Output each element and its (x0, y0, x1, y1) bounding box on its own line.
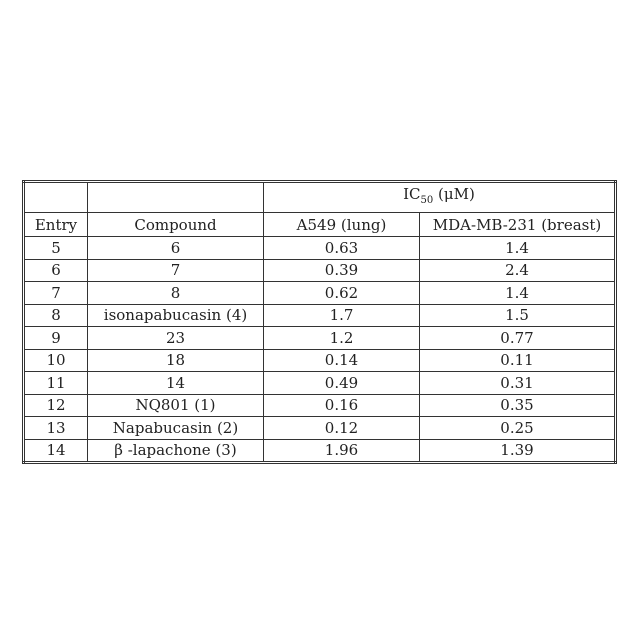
mda-cell: 1.5 (420, 304, 616, 327)
table-row: 780.621.4 (24, 282, 616, 305)
entry-cell: 13 (24, 417, 88, 440)
table-row: 14β -lapachone (3)1.961.39 (24, 439, 616, 463)
table-row: 13Napabucasin (2)0.120.25 (24, 417, 616, 440)
a549-cell: 0.63 (264, 237, 420, 260)
a549-cell: 0.62 (264, 282, 420, 305)
compound-cell: 18 (88, 349, 264, 372)
mda-cell: 0.31 (420, 372, 616, 395)
entry-cell: 9 (24, 327, 88, 350)
compound-cell: 8 (88, 282, 264, 305)
table-row: 11140.490.31 (24, 372, 616, 395)
table-row: 560.631.4 (24, 237, 616, 260)
a549-cell: 0.49 (264, 372, 420, 395)
a549-cell: 1.2 (264, 327, 420, 350)
entry-cell: 8 (24, 304, 88, 327)
ic50-label: IC (403, 185, 420, 203)
ic50-table: IC50 (μM) Entry Compound A549 (lung) MDA… (22, 180, 617, 464)
compound-cell: isonapabucasin (4) (88, 304, 264, 327)
entry-cell: 12 (24, 394, 88, 417)
compound-cell: 14 (88, 372, 264, 395)
mda-cell: 0.25 (420, 417, 616, 440)
entry-cell: 6 (24, 259, 88, 282)
entry-cell: 10 (24, 349, 88, 372)
compound-cell: 23 (88, 327, 264, 350)
table-row: 10180.140.11 (24, 349, 616, 372)
header-entry: Entry (24, 213, 88, 237)
compound-cell: β -lapachone (3) (88, 439, 264, 463)
header-compound: Compound (88, 213, 264, 237)
mda-cell: 1.39 (420, 439, 616, 463)
entry-cell: 7 (24, 282, 88, 305)
column-header-row: Entry Compound A549 (lung) MDA-MB-231 (b… (24, 213, 616, 237)
empty-header-cell (88, 182, 264, 213)
mda-cell: 0.77 (420, 327, 616, 350)
mda-cell: 1.4 (420, 282, 616, 305)
a549-cell: 0.39 (264, 259, 420, 282)
table-row: 9231.20.77 (24, 327, 616, 350)
entry-cell: 14 (24, 439, 88, 463)
entry-cell: 11 (24, 372, 88, 395)
a549-cell: 1.96 (264, 439, 420, 463)
empty-header-cell (24, 182, 88, 213)
table-row: 670.392.4 (24, 259, 616, 282)
mda-cell: 0.11 (420, 349, 616, 372)
compound-cell: Napabucasin (2) (88, 417, 264, 440)
table-row: 12NQ801 (1)0.160.35 (24, 394, 616, 417)
entry-cell: 5 (24, 237, 88, 260)
table-row: 8isonapabucasin (4)1.71.5 (24, 304, 616, 327)
header-a549: A549 (lung) (264, 213, 420, 237)
compound-cell: 6 (88, 237, 264, 260)
header-mda-mb-231: MDA-MB-231 (breast) (420, 213, 616, 237)
compound-cell: NQ801 (1) (88, 394, 264, 417)
a549-cell: 0.16 (264, 394, 420, 417)
mda-cell: 2.4 (420, 259, 616, 282)
a549-cell: 0.12 (264, 417, 420, 440)
ic50-subscript: 50 (421, 195, 434, 206)
a549-cell: 1.7 (264, 304, 420, 327)
mda-cell: 1.4 (420, 237, 616, 260)
group-header-row: IC50 (μM) (24, 182, 616, 213)
mda-cell: 0.35 (420, 394, 616, 417)
compound-cell: 7 (88, 259, 264, 282)
ic50-group-header: IC50 (μM) (264, 182, 616, 213)
a549-cell: 0.14 (264, 349, 420, 372)
ic50-unit: (μM) (433, 185, 475, 203)
